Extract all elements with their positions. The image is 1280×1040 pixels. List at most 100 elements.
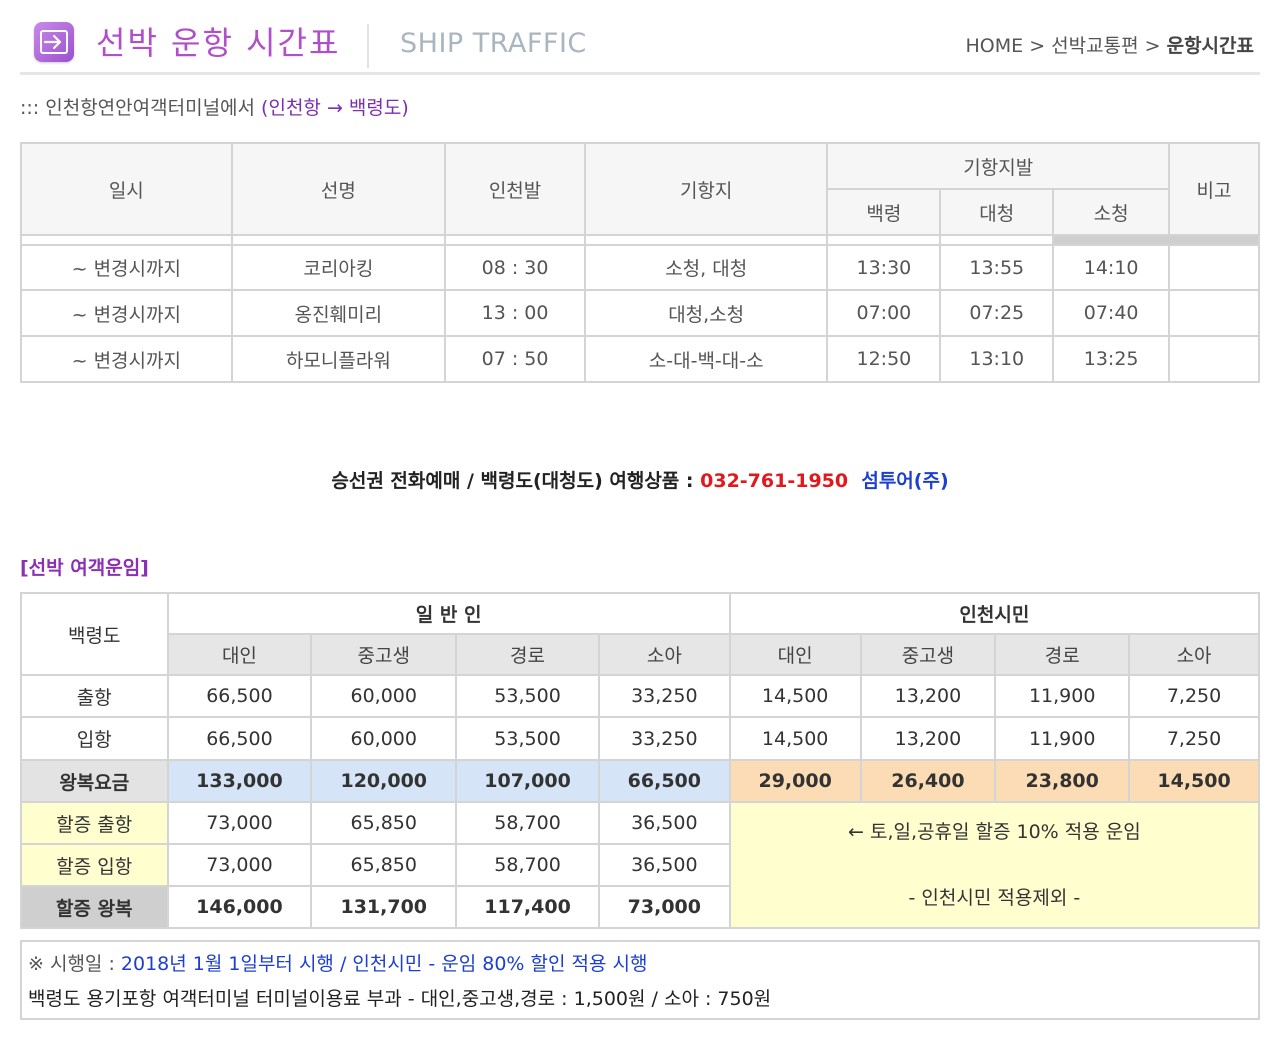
cell-daecheong: 13:10 — [939, 335, 1055, 383]
note-effective-text: 2018년 1월 1일부터 시행 / 인천시민 - 운임 80% 할인 적용 시… — [120, 953, 648, 975]
cell-ship: 코리아킹 — [230, 244, 447, 291]
row-label: 할증 출항 — [20, 801, 169, 845]
header-note: 비고 — [1168, 142, 1260, 236]
fare-cell: 146,000 — [166, 885, 313, 929]
cell-socheong: 13:25 — [1052, 335, 1171, 383]
fare-cell: 14,500 — [728, 674, 862, 718]
fare-cell: 33,250 — [597, 674, 731, 718]
fare-cell: 53,500 — [455, 716, 600, 761]
note-prefix: ※ 시행일 : — [28, 953, 121, 975]
fare-cell: 11,900 — [994, 716, 1131, 761]
col-adult: 대인 — [728, 633, 862, 676]
fare-title: [선박 여객운임] — [20, 557, 149, 579]
fare-cell: 13,200 — [859, 674, 997, 718]
fare-cell: 58,700 — [455, 843, 600, 887]
cell-socheong: 14:10 — [1052, 244, 1171, 291]
booking-label: 승선권 전화예매 / 백령도(대청도) 여행상품 : — [331, 470, 701, 492]
fare-cell: 131,700 — [310, 885, 458, 929]
header-port-depart: 기항지발 — [826, 142, 1171, 190]
breadcrumb-separator: > — [1029, 35, 1046, 57]
breadcrumb-current: 운항시간표 — [1166, 35, 1254, 57]
cell-baengnyeong: 07:00 — [826, 289, 942, 337]
booking-agency[interactable]: 섬투어(주) — [861, 470, 949, 492]
fare-table: 백령도 일 반 인 인천시민 대인 중고생 경로 소아 대인 중고생 경로 소아… — [20, 592, 1261, 929]
col-senior: 경로 — [455, 633, 600, 676]
col-adult: 대인 — [166, 633, 313, 676]
cell-baengnyeong: 13:30 — [826, 244, 942, 291]
notes-box: ※ 시행일 : 2018년 1월 1일부터 시행 / 인천시민 - 운임 80%… — [20, 940, 1260, 1020]
breadcrumb-ship-traffic[interactable]: 선박교통편 — [1051, 35, 1139, 57]
fare-cell: 53,500 — [455, 674, 600, 718]
cell-date: ~ 변경시까지 — [20, 289, 233, 337]
fare-cell: 73,000 — [166, 843, 313, 887]
fare-cell: 7,250 — [1128, 674, 1260, 718]
breadcrumb-home[interactable]: HOME — [965, 35, 1024, 57]
header-daecheong: 대청 — [939, 188, 1055, 236]
fare-cell: 14,500 — [1128, 759, 1260, 803]
row-label: 할증 왕복 — [20, 885, 169, 929]
fare-cell: 120,000 — [310, 759, 458, 803]
fare-cell: 14,500 — [728, 716, 862, 761]
cell-note — [1168, 244, 1260, 291]
fare-cell: 23,800 — [994, 759, 1131, 803]
header-ship: 선명 — [230, 142, 447, 236]
cell-ports: 소-대-백-대-소 — [583, 335, 829, 383]
title-divider — [367, 24, 369, 68]
row-label: 할증 입항 — [20, 843, 169, 887]
table-row: 할증 출항 73,000 65,850 58,700 36,500 ← 토,일,… — [20, 801, 1261, 929]
route-prefix: ::: 인천항연안여객터미널에서 — [20, 97, 262, 119]
note-effective: ※ 시행일 : 2018년 1월 1일부터 시행 / 인천시민 - 운임 80%… — [28, 949, 647, 976]
row-label: 출항 — [20, 674, 169, 718]
fare-cell: 117,400 — [455, 885, 600, 929]
table-row: 왕복요금 133,000 120,000 107,000 66,500 29,0… — [20, 759, 1260, 803]
table-row: 입항 66,500 60,000 53,500 33,250 14,500 13… — [20, 716, 1260, 761]
fare-cell: 11,900 — [994, 674, 1131, 718]
page-title: 선박 운항 시간표 — [96, 24, 341, 62]
table-row: 출항 66,500 60,000 53,500 33,250 14,500 13… — [20, 674, 1260, 718]
fare-cell: 66,500 — [597, 759, 731, 803]
surcharge-note-line2: - 인천시민 적용제외 - — [908, 887, 1081, 909]
header-depart: 인천발 — [444, 142, 586, 236]
breadcrumb: HOME > 선박교통편 > 운항시간표 — [966, 31, 1254, 58]
page-header: 선박 운항 시간표 SHIP TRAFFIC HOME > 선박교통편 > 운항… — [20, 0, 1260, 75]
header-ports: 기항지 — [583, 142, 829, 236]
fare-cell: 133,000 — [166, 759, 313, 803]
booking-phone[interactable]: 032-761-1950 — [700, 470, 849, 492]
spacer-row — [20, 234, 1260, 246]
col-child: 소아 — [1128, 633, 1260, 676]
arrow-right-icon — [34, 22, 74, 62]
col-child: 소아 — [597, 633, 731, 676]
booking-info: 승선권 전화예매 / 백령도(대청도) 여행상품 : 032-761-1950 … — [0, 466, 1280, 493]
fare-cell: 60,000 — [310, 716, 458, 761]
header-baengnyeong: 백령 — [826, 188, 942, 236]
fare-cell: 73,000 — [166, 801, 313, 845]
row-label: 입항 — [20, 716, 169, 761]
header-date: 일시 — [20, 142, 233, 236]
cell-ports: 소청, 대청 — [583, 244, 829, 291]
surcharge-note-line1: ← 토,일,공휴일 할증 10% 적용 운임 — [848, 821, 1141, 843]
fare-cell: 7,250 — [1128, 716, 1260, 761]
fare-cell: 29,000 — [728, 759, 862, 803]
page-subtitle: SHIP TRAFFIC — [400, 28, 587, 59]
surcharge-note: ← 토,일,공휴일 할증 10% 적용 운임 - 인천시민 적용제외 - — [728, 801, 1261, 929]
fare-cell: 73,000 — [597, 885, 731, 929]
cell-ship: 옹진훼미리 — [230, 289, 447, 337]
cell-date: ~ 변경시까지 — [20, 244, 233, 291]
table-row: ~ 변경시까지 하모니플라워 07 : 50 소-대-백-대-소 12:50 1… — [20, 335, 1260, 383]
fare-cell: 66,500 — [166, 674, 313, 718]
fare-cell: 65,850 — [310, 843, 458, 887]
table-row: 할증 입항 73,000 65,850 58,700 36,500 — [20, 843, 1259, 887]
table-row: 할증 왕복 146,000 131,700 117,400 73,000 — [20, 885, 1259, 929]
cell-daecheong: 13:55 — [939, 244, 1055, 291]
fare-cell: 66,500 — [166, 716, 313, 761]
cell-depart: 08 : 30 — [444, 244, 586, 291]
table-row: ~ 변경시까지 코리아킹 08 : 30 소청, 대청 13:30 13:55 … — [20, 244, 1260, 291]
cell-date: ~ 변경시까지 — [20, 335, 233, 383]
fare-cell: 65,850 — [310, 801, 458, 845]
breadcrumb-separator: > — [1144, 35, 1161, 57]
fare-cell: 36,500 — [597, 843, 731, 887]
fare-header-general: 일 반 인 — [166, 592, 731, 635]
route-highlight: (인천항 → 백령도) — [261, 97, 409, 119]
cell-daecheong: 07:25 — [939, 289, 1055, 337]
fare-cell: 107,000 — [455, 759, 600, 803]
